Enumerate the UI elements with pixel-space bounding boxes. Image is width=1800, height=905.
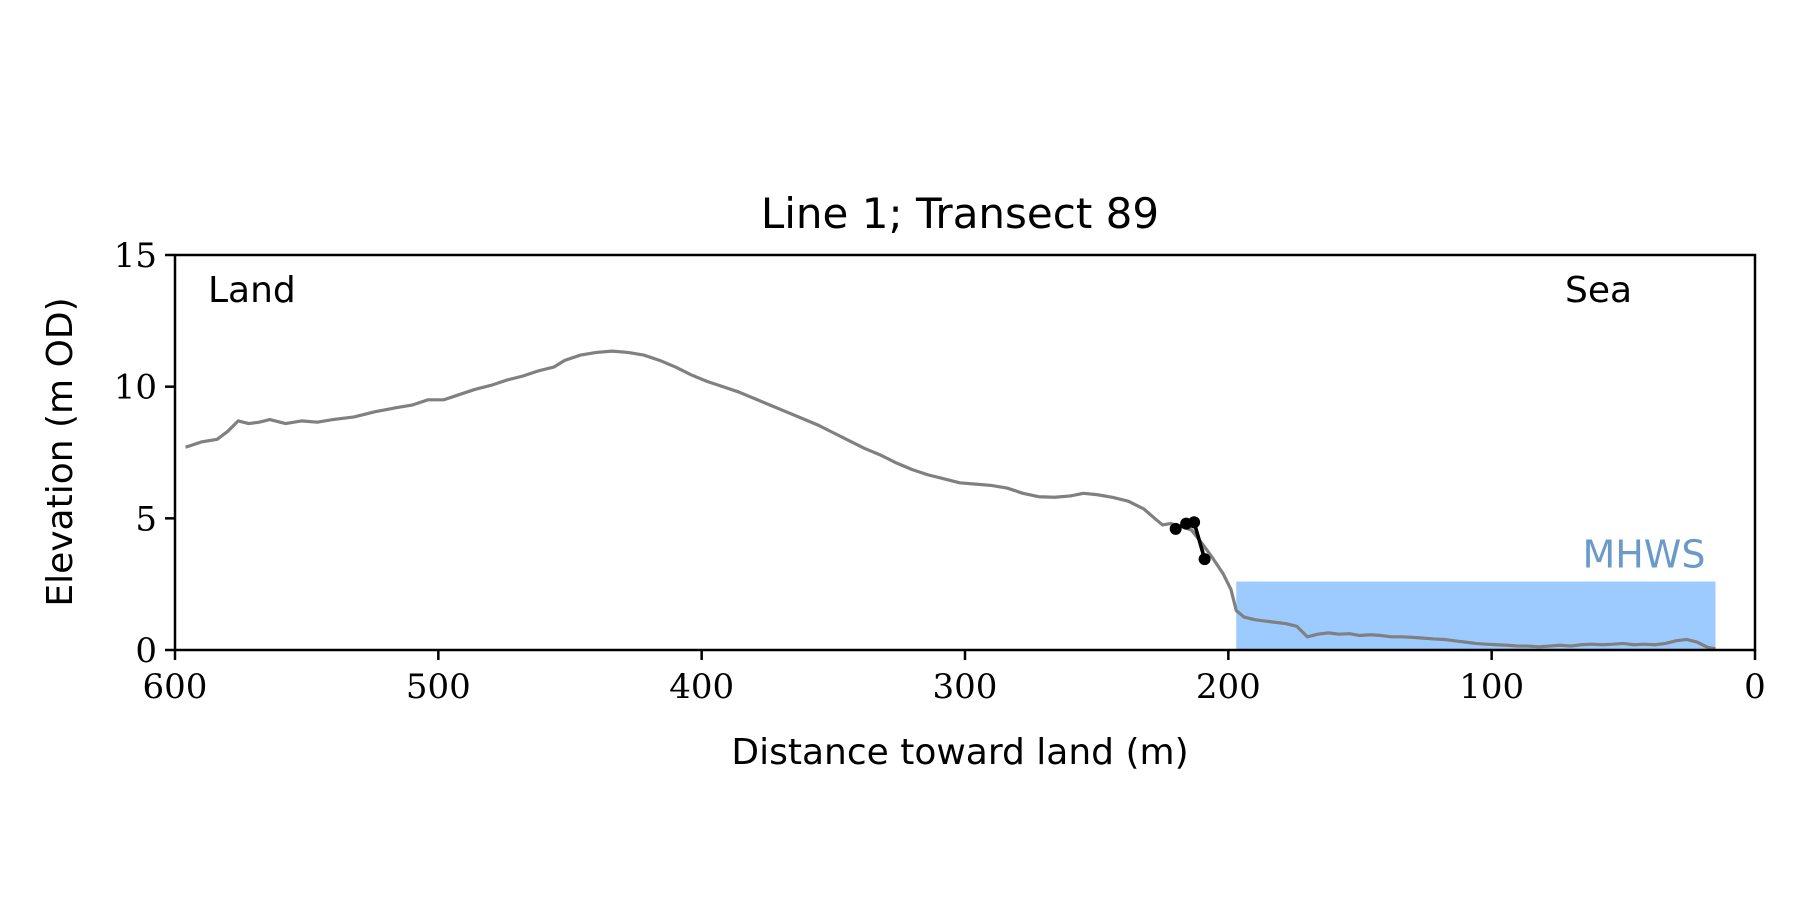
x-axis-label: Distance toward land (m): [731, 732, 1188, 773]
x-tick-label: 0: [1744, 667, 1766, 707]
y-tick-label: 15: [114, 236, 157, 276]
y-tick-label: 5: [135, 499, 157, 539]
elevation-profile-line: [185, 349, 1716, 651]
feature-marker: [1169, 522, 1182, 535]
y-tick-label: 0: [135, 631, 157, 671]
x-tick-label: 400: [669, 667, 734, 707]
feature-marker: [1198, 553, 1211, 566]
sea-annotation: Sea: [1565, 270, 1632, 311]
y-axis-ticks: 0 5 10 15: [114, 236, 175, 671]
mhws-band: [1236, 581, 1716, 650]
plot-area: MHWS: [185, 349, 1716, 651]
x-tick-label: 500: [406, 667, 471, 707]
x-axis-ticks: 600 500 400 300 200 100 0: [143, 650, 1766, 707]
chart-title: Line 1; Transect 89: [761, 189, 1159, 238]
feature-marker: [1188, 516, 1201, 529]
y-tick-label: 10: [114, 368, 157, 408]
x-tick-label: 600: [143, 667, 208, 707]
x-tick-label: 200: [1196, 667, 1261, 707]
mhws-label: MHWS: [1582, 533, 1705, 577]
x-tick-label: 100: [1459, 667, 1524, 707]
x-tick-label: 300: [933, 667, 998, 707]
land-annotation: Land: [208, 270, 296, 311]
y-axis-label: Elevation (m OD): [40, 297, 81, 606]
